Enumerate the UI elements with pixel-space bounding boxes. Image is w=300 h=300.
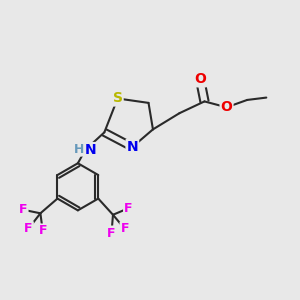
Text: O: O: [194, 72, 206, 86]
Text: F: F: [24, 222, 33, 235]
Text: F: F: [19, 203, 28, 216]
Text: F: F: [124, 202, 133, 215]
Text: F: F: [38, 224, 47, 238]
Text: S: S: [112, 92, 123, 106]
Text: N: N: [127, 140, 138, 154]
Text: H: H: [74, 142, 85, 156]
Text: F: F: [107, 226, 116, 239]
Text: N: N: [85, 143, 96, 157]
Text: O: O: [220, 100, 232, 114]
Text: F: F: [121, 222, 129, 236]
